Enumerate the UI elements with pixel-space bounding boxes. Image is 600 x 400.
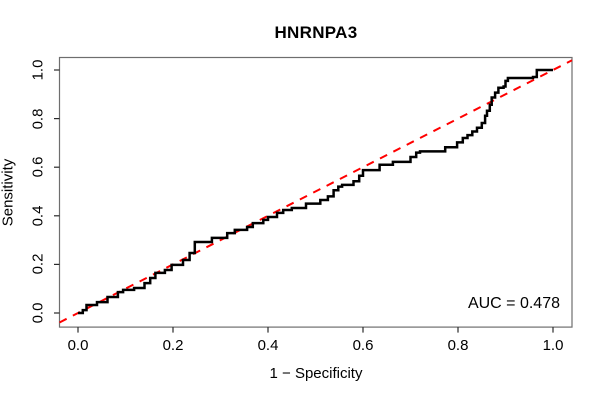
x-tick-label: 0.4 [257, 337, 279, 354]
y-tick-label: 1.0 [29, 59, 47, 81]
x-axis-label: 1 − Specificity [269, 365, 363, 382]
reference-diagonal-line [59, 59, 573, 324]
y-tick-label: 0.8 [29, 108, 47, 130]
y-tick-label: 0.2 [29, 253, 47, 275]
y-tick-label: 0.4 [29, 205, 47, 227]
y-tick-label: 0.0 [29, 302, 47, 324]
auc-annotation: AUC = 0.478 [467, 295, 560, 312]
x-tick-label: 0.0 [67, 337, 89, 354]
axis-tick-marks [54, 69, 554, 333]
x-tick-label: 0.2 [162, 337, 184, 354]
roc-curve [78, 68, 553, 315]
x-tick-label: 0.6 [352, 337, 374, 354]
y-axis-label: Sensitivity [0, 158, 17, 227]
x-tick-label: 0.8 [447, 337, 469, 354]
y-tick-label: 0.6 [29, 156, 47, 178]
x-tick-label: 1.0 [542, 337, 564, 354]
chart-title: HNRNPA3 [274, 23, 358, 42]
plot-box [58, 56, 573, 328]
